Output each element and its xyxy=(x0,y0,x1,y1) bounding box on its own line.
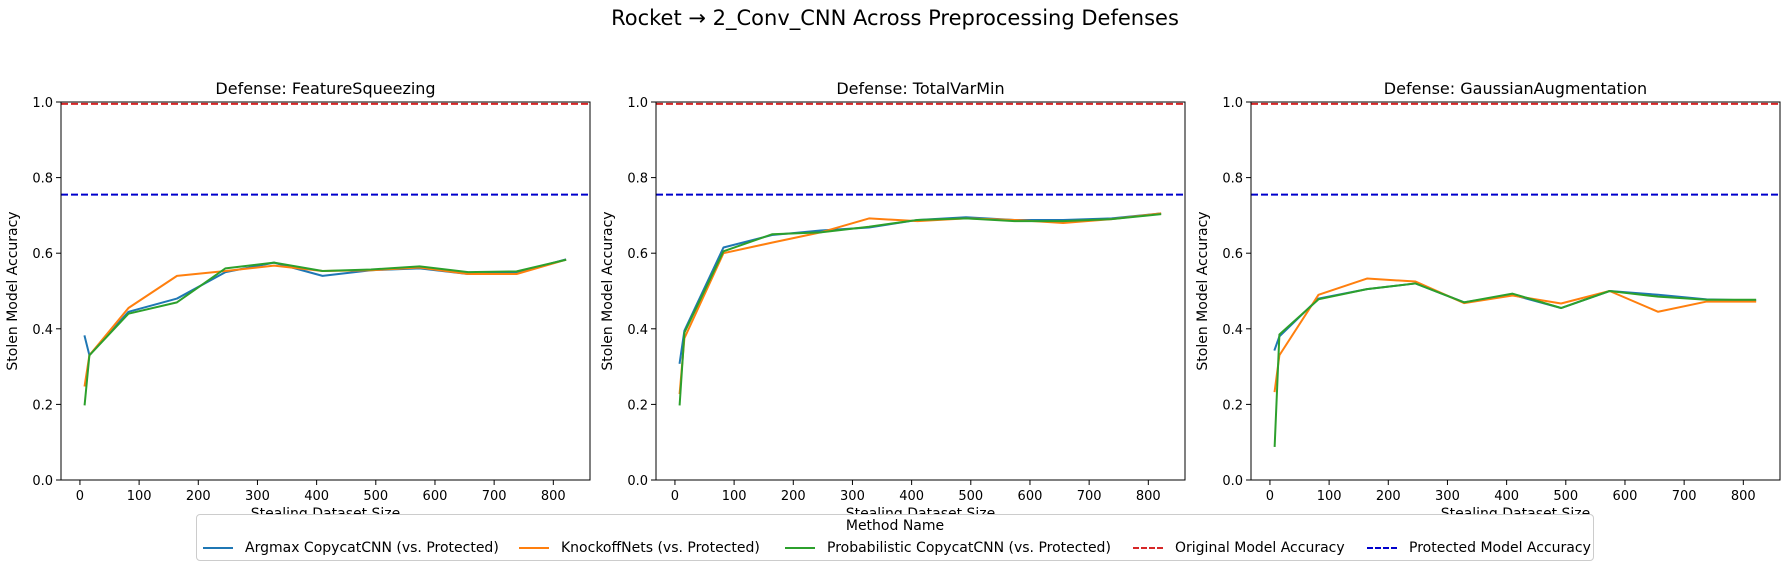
x-tick-label: 200 xyxy=(781,489,806,504)
legend-item-original-model-accuracy: Original Model Accuracy xyxy=(1133,539,1345,557)
y-tick-label: 0.6 xyxy=(627,247,648,262)
x-tick-label: 100 xyxy=(1317,489,1342,504)
series-line-argmax-copycatcnn-vs-protected xyxy=(678,212,1162,364)
x-tick-label: 300 xyxy=(245,489,270,504)
x-tick-label: 200 xyxy=(186,489,211,504)
y-tick-label: 1.0 xyxy=(1222,96,1243,111)
x-tick-label: 500 xyxy=(363,489,388,504)
legend-label: Original Model Accuracy xyxy=(1175,540,1345,556)
x-tick-label: 100 xyxy=(722,489,747,504)
y-tick-label: 0.6 xyxy=(1222,247,1243,262)
x-tick-label: 600 xyxy=(423,489,448,504)
y-tick-label: 0.0 xyxy=(627,474,648,489)
x-tick-label: 700 xyxy=(482,489,507,504)
x-tick-label: 500 xyxy=(958,489,983,504)
legend-label: Probabilistic CopycatCNN (vs. Protected) xyxy=(827,540,1111,556)
series-line-probabilistic-copycatcnn-vs-protected xyxy=(83,258,567,406)
x-tick-label: 600 xyxy=(1018,489,1043,504)
y-axis-label: Stolen Model Accuracy xyxy=(5,211,21,370)
x-tick-label: 100 xyxy=(127,489,152,504)
legend-item-knockoffnets: KnockoffNets (vs. Protected) xyxy=(519,539,760,557)
x-tick-label: 700 xyxy=(1672,489,1697,504)
legend-title: Method Name xyxy=(845,518,945,534)
y-tick-label: 0.2 xyxy=(32,398,53,413)
x-tick-label: 0 xyxy=(1266,489,1274,504)
x-tick-label: 700 xyxy=(1077,489,1102,504)
legend-swatch xyxy=(1133,547,1163,549)
legend-swatch xyxy=(785,547,815,549)
x-tick-label: 400 xyxy=(899,489,924,504)
x-tick-label: 200 xyxy=(1376,489,1401,504)
axes-frame xyxy=(655,101,1186,481)
legend-label: KnockoffNets (vs. Protected) xyxy=(561,540,760,556)
y-tick-label: 0.0 xyxy=(32,474,53,489)
subplot-title: Defense: FeatureSqueezing xyxy=(215,79,435,98)
x-tick-label: 300 xyxy=(1435,489,1460,504)
y-tick-label: 1.0 xyxy=(627,96,648,111)
y-tick-label: 0.6 xyxy=(32,247,53,262)
subplot-2: Defense: TotalVarMin 0 100 200 300 400 500 600 7… xyxy=(600,79,1186,522)
series-line-probabilistic-copycatcnn-vs-protected xyxy=(1273,282,1757,448)
x-tick-label: 800 xyxy=(541,489,566,504)
subplots: Defense: FeatureSqueezing 0 100 200 300 400 50… xyxy=(5,79,1781,522)
subplot-1: Defense: FeatureSqueezing 0 100 200 300 400 50… xyxy=(5,79,591,522)
subplot-title: Defense: GaussianAugmentation xyxy=(1384,79,1647,98)
y-axis-label: Stolen Model Accuracy xyxy=(1195,211,1211,370)
subplot-title: Defense: TotalVarMin xyxy=(836,79,1004,98)
y-tick-label: 0.2 xyxy=(627,398,648,413)
legend-item-protected-model-accuracy: Protected Model Accuracy xyxy=(1367,539,1591,557)
x-tick-label: 800 xyxy=(1136,489,1161,504)
x-tick-label: 0 xyxy=(671,489,679,504)
y-tick-label: 1.0 xyxy=(32,96,53,111)
legend: Method Name Argmax CopycatCNN (vs. Prote… xyxy=(196,514,1594,561)
y-tick-label: 0.8 xyxy=(627,172,648,187)
legend-label: Argmax CopycatCNN (vs. Protected) xyxy=(245,540,499,556)
series-line-knockoffnets-vs-protected xyxy=(678,212,1162,395)
axes-frame xyxy=(60,101,591,481)
x-tick-label: 300 xyxy=(840,489,865,504)
legend-label: Protected Model Accuracy xyxy=(1409,540,1591,556)
x-tick-label: 600 xyxy=(1613,489,1638,504)
series-line-knockoffnets-vs-protected xyxy=(83,258,567,387)
y-tick-label: 0.4 xyxy=(1222,323,1243,338)
legend-swatch xyxy=(203,547,233,549)
legend-swatch xyxy=(519,547,549,549)
y-tick-label: 0.8 xyxy=(32,172,53,187)
y-tick-label: 0.4 xyxy=(627,323,648,338)
subplot-3: Defense: GaussianAugmentation 0 100 200 300 4… xyxy=(1195,79,1781,522)
y-axis-label: Stolen Model Accuracy xyxy=(600,211,616,370)
series-line-probabilistic-copycatcnn-vs-protected xyxy=(678,213,1162,406)
axes-frame xyxy=(1250,101,1781,481)
series-line-knockoffnets-vs-protected xyxy=(1273,277,1757,393)
y-tick-label: 0.2 xyxy=(1222,398,1243,413)
x-tick-label: 500 xyxy=(1553,489,1578,504)
figure-title: Rocket → 2_Conv_CNN Across Preprocessing… xyxy=(611,6,1179,31)
legend-item-argmax-copycatcnn: Argmax CopycatCNN (vs. Protected) xyxy=(203,539,499,557)
y-tick-label: 0.8 xyxy=(1222,172,1243,187)
x-tick-label: 800 xyxy=(1731,489,1756,504)
legend-item-probabilistic-copycatcnn: Probabilistic CopycatCNN (vs. Protected) xyxy=(785,539,1111,557)
legend-swatch xyxy=(1367,547,1397,549)
y-tick-label: 0.4 xyxy=(32,323,53,338)
x-tick-label: 400 xyxy=(1494,489,1519,504)
x-tick-label: 0 xyxy=(76,489,84,504)
x-tick-label: 400 xyxy=(304,489,329,504)
y-tick-label: 0.0 xyxy=(1222,474,1243,489)
